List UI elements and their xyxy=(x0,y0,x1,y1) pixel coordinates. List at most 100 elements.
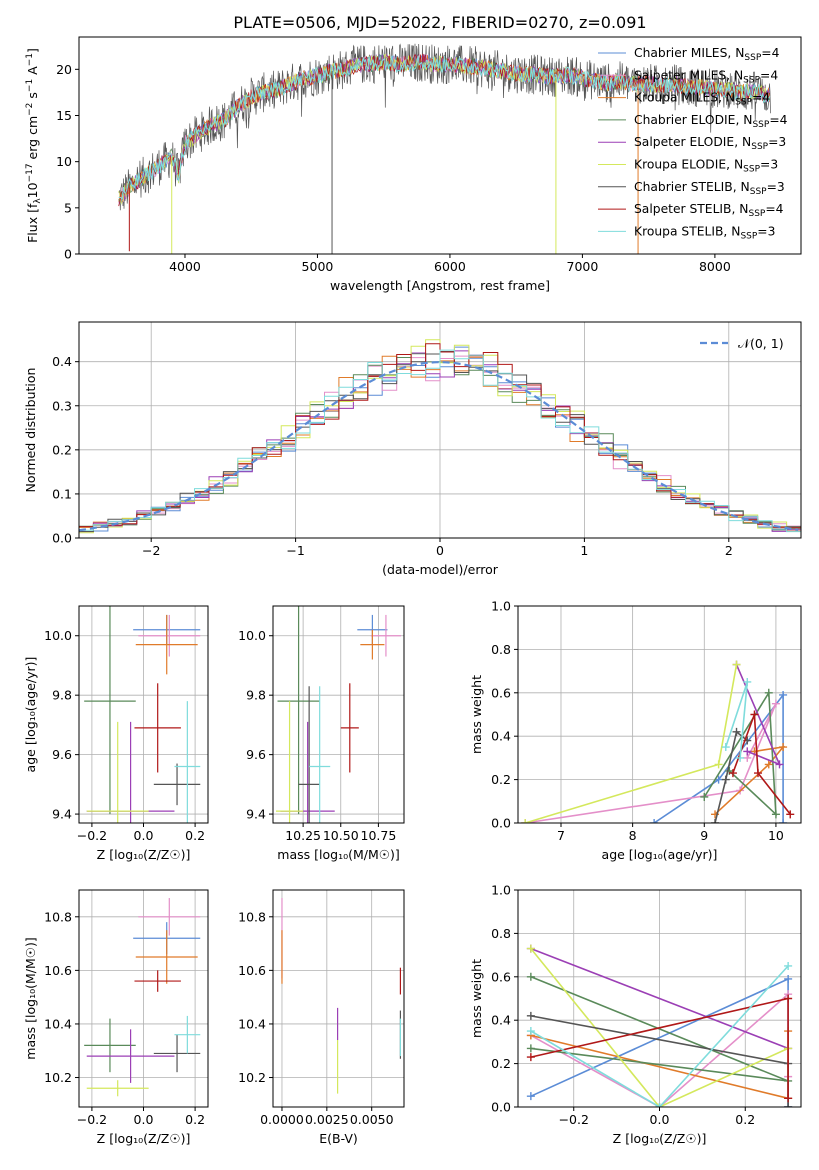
axes-frame xyxy=(517,605,802,824)
x-tick-label: 0.0050 xyxy=(350,1112,394,1127)
x-tick-label: −1 xyxy=(286,543,304,558)
y-tick-label: 10 xyxy=(56,154,72,169)
y-tick-label: 10.8 xyxy=(44,909,72,924)
x-tick-label: 9 xyxy=(700,828,708,843)
plot-area xyxy=(276,606,401,823)
weight-marker xyxy=(728,769,737,778)
x-tick-label: 0 xyxy=(436,543,444,558)
y-tick-label: 1.0 xyxy=(491,883,511,898)
weight-marker xyxy=(775,760,784,769)
weight-marker xyxy=(526,1092,535,1101)
weight-marker xyxy=(784,994,793,1003)
legend-entry: Salpeter STELIB, NSSP=4 xyxy=(634,202,784,219)
weight-marker xyxy=(771,699,780,708)
weight-marker xyxy=(754,769,763,778)
y-tick-label: 0.4 xyxy=(52,354,72,369)
y-tick-label: 10.2 xyxy=(44,1070,72,1085)
weight-series-kroupa-elodie xyxy=(530,948,789,1107)
x-tick-label: 0.0 xyxy=(134,828,154,843)
y-tick-label: 20 xyxy=(56,62,72,77)
panel-mass-vs-Z: −0.2 0.0 0.2 10.2 10.4 10.6 10.8 Z [log₁₀(Z/Z☉)… xyxy=(23,889,209,1146)
y-tick-label: 10.4 xyxy=(238,1016,266,1031)
weight-marker xyxy=(784,974,793,983)
weight-marker xyxy=(526,1011,535,1020)
legend-entry: Chabrier MILES, NSSP=4 xyxy=(634,46,780,63)
x-axis-label: E(B-V) xyxy=(319,1131,358,1146)
x-axis-label: Z [log₁₀(Z/Z☉)] xyxy=(613,1131,707,1146)
plot-area xyxy=(84,898,201,1097)
weight-marker xyxy=(784,1103,793,1107)
axes-frame xyxy=(78,36,802,255)
weight-marker xyxy=(743,747,752,756)
y-tick-label: 0.8 xyxy=(491,926,511,941)
y-tick-label: 1.0 xyxy=(491,599,511,614)
y-axis-label: Normed distribution xyxy=(23,368,38,493)
y-axis-label: mass weight xyxy=(469,959,484,1038)
weight-marker xyxy=(655,1103,664,1107)
panel-spectrum: Chabrier MILES, NSSP=4 Salpeter MILES, NS… xyxy=(25,36,802,293)
histogram-series-kroupa-stelib xyxy=(79,349,801,537)
x-tick-label: −0.2 xyxy=(559,1112,589,1127)
y-tick-label: 0.6 xyxy=(491,969,511,984)
x-tick-label: 0.0000 xyxy=(260,1112,304,1127)
weight-marker xyxy=(771,810,780,819)
x-tick-label: 10.50 xyxy=(323,828,359,843)
legend-entry: Kroupa MILES, NSSP=4 xyxy=(634,91,770,108)
y-tick-label: 0.8 xyxy=(491,642,511,657)
x-tick-label: 0.2 xyxy=(185,828,205,843)
weight-marker xyxy=(784,961,793,970)
x-tick-label: 10 xyxy=(768,828,784,843)
x-tick-label: 0.0 xyxy=(650,1112,670,1127)
plot-area xyxy=(79,339,801,537)
y-tick-label: 0 xyxy=(64,247,72,262)
y-tick-label: 9.8 xyxy=(246,688,266,703)
weight-marker xyxy=(521,819,530,823)
legend-entry: Salpeter ELODIE, NSSP=3 xyxy=(634,135,786,152)
panel-age-vs-Z: −0.2 0.0 0.2 9.4 9.6 9.8 10.0 Z [log₁₀(Z/Z☉)] ag… xyxy=(23,605,209,862)
y-axis-label: Flux [fλ10−17 erg cm−2 s−1 A−1] xyxy=(25,48,43,243)
legend-entry: Kroupa ELODIE, NSSP=3 xyxy=(634,158,778,175)
y-tick-label: 0.4 xyxy=(491,729,511,744)
weight-marker xyxy=(779,743,788,752)
axes-frame xyxy=(272,889,405,1108)
y-tick-label: 9.4 xyxy=(246,807,266,822)
panel-mass-weight-vs-age: 7 8 9 10 0.0 0.2 0.4 0.6 0.8 1.0 age [log₁₀(age/yr… xyxy=(469,599,802,862)
weight-marker xyxy=(526,1027,535,1036)
x-tick-label: 1 xyxy=(580,543,588,558)
x-tick-label: −0.2 xyxy=(77,1112,107,1127)
x-tick-label: 7000 xyxy=(567,259,599,274)
weight-series-kroupa-stelib xyxy=(530,965,789,1107)
x-tick-label: 10.75 xyxy=(361,828,397,843)
y-tick-label: 10.4 xyxy=(44,1016,72,1031)
weight-marker xyxy=(786,810,795,819)
x-axis-label: Z [log₁₀(Z/Z☉)] xyxy=(97,1131,191,1146)
x-tick-label: 4000 xyxy=(169,259,201,274)
panel-mass-vs-EBV: 0.0000 0.0025 0.0050 10.2 10.4 10.6 10.8 E(B-V) xyxy=(238,889,405,1146)
y-tick-label: 0.0 xyxy=(491,816,511,831)
y-tick-label: 10.8 xyxy=(238,909,266,924)
x-axis-label: Z [log₁₀(Z/Z☉)] xyxy=(97,847,191,862)
y-tick-label: 9.4 xyxy=(52,807,72,822)
weight-marker xyxy=(784,1094,793,1103)
y-tick-label: 10.0 xyxy=(44,628,72,643)
weight-marker xyxy=(700,792,709,801)
y-tick-label: 10.0 xyxy=(238,628,266,643)
weight-marker xyxy=(743,677,752,686)
weight-marker xyxy=(650,819,659,823)
plot-area xyxy=(84,606,201,823)
x-tick-label: −0.2 xyxy=(77,828,107,843)
y-tick-label: 0.0 xyxy=(52,531,72,546)
weight-series-salpeter-elodie xyxy=(530,947,789,1050)
y-tick-label: 9.6 xyxy=(52,747,72,762)
panel-age-vs-mass: 10.25 10.50 10.75 9.4 9.6 9.8 10.0 mass [log₁₀(… xyxy=(238,605,405,862)
x-axis-label: (data-model)/error xyxy=(382,562,499,577)
y-tick-label: 0.2 xyxy=(491,1056,511,1071)
axes-frame xyxy=(272,605,405,824)
y-tick-label: 15 xyxy=(56,108,72,123)
weight-marker xyxy=(711,819,720,823)
weight-marker xyxy=(736,753,745,762)
weight-marker xyxy=(526,1053,535,1062)
y-tick-label: 0.4 xyxy=(491,1013,511,1028)
normal-curve xyxy=(79,360,799,532)
legend-entry: Chabrier STELIB, NSSP=3 xyxy=(634,180,785,197)
